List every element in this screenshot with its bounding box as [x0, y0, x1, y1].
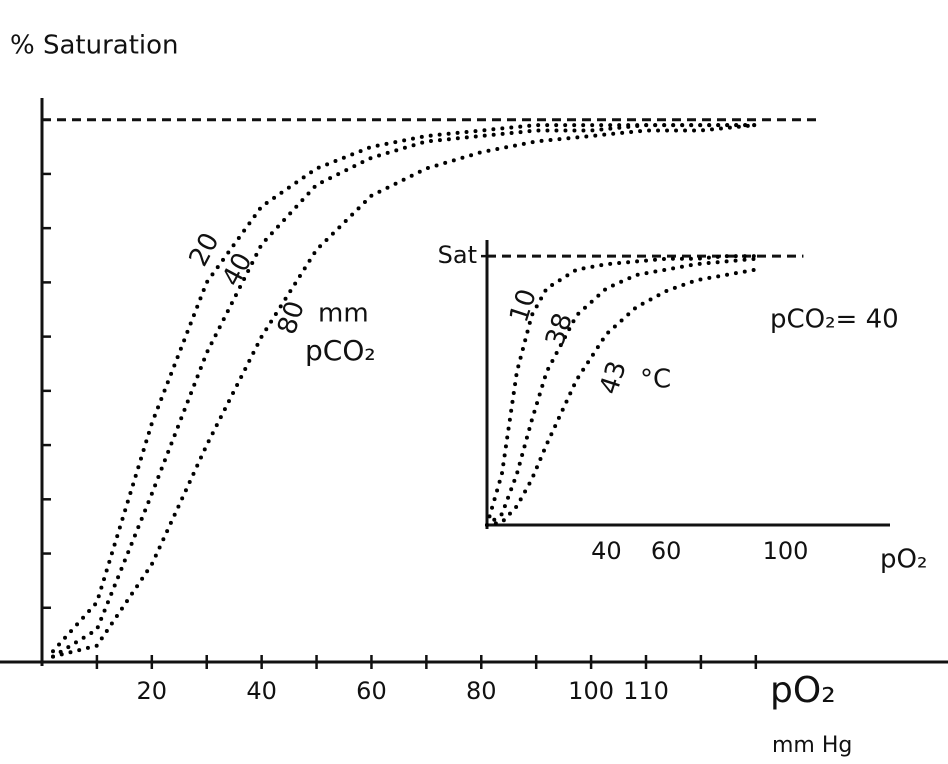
curve — [485, 256, 758, 527]
series-label: 80 — [272, 297, 311, 338]
x-tick-label: 40 — [246, 677, 277, 705]
x-tick-label: 100 — [763, 537, 809, 565]
annotation: pCO₂ — [305, 334, 376, 367]
annotation: mm — [318, 299, 369, 329]
annotation: pCO₂= 40 — [770, 305, 899, 335]
x-tick-label: 110 — [623, 677, 669, 705]
annotation: °C — [640, 365, 671, 395]
x-tick-label: 20 — [137, 677, 168, 705]
x-tick-label: 60 — [651, 537, 682, 565]
series-label: 38 — [540, 309, 579, 350]
x-tick-label: 100 — [568, 677, 614, 705]
series-label: 10 — [504, 285, 543, 326]
curve — [485, 254, 758, 527]
series-label: 20 — [184, 228, 226, 271]
chart-title: % Saturation — [10, 31, 179, 61]
curve — [51, 123, 758, 659]
series-label: 40 — [217, 248, 259, 291]
y-tick-label: Sat — [438, 241, 477, 269]
x-tick-label: 80 — [466, 677, 497, 705]
x-axis-label: pO₂ — [770, 670, 836, 711]
inset-x-axis-label: pO₂ — [880, 545, 927, 575]
x-tick-label: 40 — [591, 537, 622, 565]
x-tick-label: 60 — [356, 677, 387, 705]
curve — [485, 267, 758, 527]
x-axis-unit: mm Hg — [772, 733, 852, 758]
series-label: 43 — [594, 357, 633, 398]
